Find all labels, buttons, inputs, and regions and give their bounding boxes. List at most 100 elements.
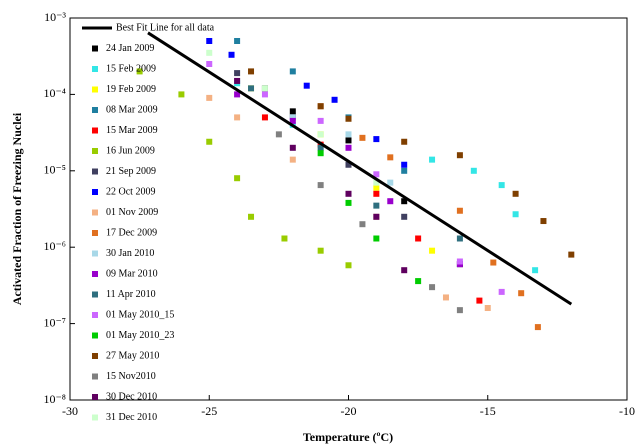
legend-label: 27 May 2010	[106, 350, 159, 361]
legend-label: 24 Jan 2009	[106, 43, 154, 54]
marker	[206, 138, 213, 145]
y-tick-label: 10⁻³	[44, 10, 66, 24]
y-tick-label: 10⁻⁸	[43, 392, 66, 406]
marker	[317, 182, 324, 189]
legend-label: 15 Feb 2009	[106, 63, 156, 74]
x-tick-label: -15	[480, 404, 496, 418]
marker	[456, 258, 463, 265]
marker	[248, 213, 255, 220]
legend-marker	[92, 45, 98, 52]
legend-marker	[92, 373, 98, 380]
marker	[359, 221, 366, 228]
legend-marker	[92, 209, 98, 216]
marker	[178, 91, 185, 98]
marker	[206, 94, 213, 101]
marker	[387, 179, 394, 186]
legend-marker	[92, 148, 98, 154]
marker	[415, 278, 422, 285]
y-tick-label: 10⁻⁷	[43, 315, 66, 329]
marker	[317, 103, 324, 110]
marker	[456, 307, 463, 314]
marker	[317, 131, 324, 138]
legend-marker	[92, 250, 98, 257]
marker	[345, 131, 352, 138]
marker	[518, 290, 525, 297]
y-axis-label: Activated Fraction of Freezing Nuclei	[10, 112, 24, 305]
legend-marker	[92, 332, 98, 339]
marker	[234, 175, 241, 182]
legend-label: 08 Mar 2009	[106, 104, 158, 115]
marker	[289, 108, 296, 115]
marker	[373, 171, 380, 178]
legend-label: 15 Mar 2009	[106, 125, 158, 136]
marker	[317, 247, 324, 254]
legend-marker	[92, 189, 98, 195]
x-tick-label: -25	[201, 404, 217, 418]
legend-marker	[92, 394, 98, 400]
marker	[289, 114, 296, 121]
marker	[345, 262, 352, 269]
marker	[303, 82, 310, 89]
legend-label: 22 Oct 2009	[106, 186, 155, 197]
marker	[512, 190, 519, 197]
legend-label: 19 Feb 2009	[106, 84, 156, 95]
y-tick-label: 10⁻⁴	[43, 86, 66, 100]
marker	[442, 294, 449, 301]
x-tick-label: -10	[619, 404, 635, 418]
marker	[359, 134, 366, 141]
legend-label: 01 May 2010_23	[106, 330, 174, 341]
marker	[373, 235, 380, 242]
marker	[261, 85, 268, 92]
marker	[373, 136, 380, 143]
marker	[234, 77, 241, 84]
legend-marker	[92, 230, 98, 236]
marker	[429, 284, 436, 291]
marker	[401, 267, 408, 274]
marker	[345, 144, 352, 151]
legend-label: Best Fit Line for all data	[116, 22, 215, 33]
marker	[248, 85, 255, 92]
x-tick-label: -20	[341, 404, 357, 418]
marker	[387, 154, 394, 161]
marker	[401, 161, 408, 168]
marker	[534, 324, 541, 331]
legend-label: 17 Dec 2009	[106, 227, 157, 238]
marker	[289, 144, 296, 151]
marker	[373, 202, 380, 209]
marker	[261, 114, 268, 121]
marker	[317, 117, 324, 124]
marker	[289, 117, 296, 124]
marker	[373, 190, 380, 197]
marker	[234, 70, 241, 77]
marker	[373, 179, 380, 186]
marker	[234, 37, 241, 44]
marker	[234, 114, 241, 121]
marker	[345, 199, 352, 206]
marker	[498, 182, 505, 189]
legend-marker	[92, 353, 98, 359]
marker	[490, 259, 497, 266]
legend-label: 09 Mar 2010	[106, 268, 158, 279]
x-tick-label: -30	[62, 404, 78, 418]
marker	[234, 91, 241, 98]
legend-marker	[92, 107, 98, 113]
marker	[281, 235, 288, 242]
marker	[289, 68, 296, 75]
marker	[401, 138, 408, 145]
marker	[331, 96, 338, 103]
marker	[228, 51, 235, 58]
marker	[136, 68, 143, 75]
legend-marker	[92, 271, 98, 277]
marker	[317, 144, 324, 151]
marker	[345, 137, 352, 144]
marker	[206, 60, 213, 67]
marker	[498, 288, 505, 295]
legend-label: 11 Apr 2010	[106, 289, 156, 300]
legend-label: 30 Dec 2010	[106, 391, 157, 402]
legend-marker	[92, 86, 98, 93]
legend-marker	[92, 168, 98, 175]
marker	[532, 267, 539, 274]
marker	[476, 297, 483, 304]
y-tick-label: 10⁻⁵	[43, 163, 66, 177]
